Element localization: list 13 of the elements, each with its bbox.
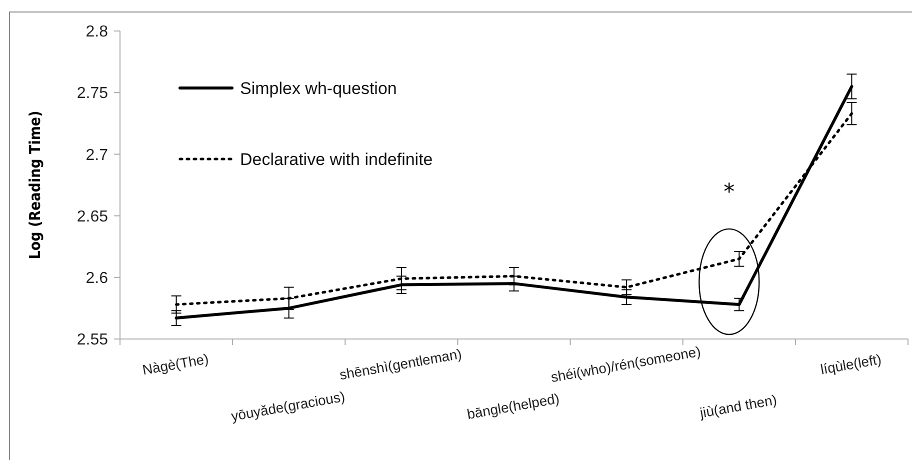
x-tick-label: jiù(and then) [698, 391, 778, 421]
y-tick-label: 2.8 [86, 24, 108, 41]
legend-label: Declarative with indefinite [240, 150, 433, 169]
y-tick-label: 2.65 [76, 208, 108, 226]
x-tick-label: líqùle(left) [819, 350, 883, 378]
annotation: * [724, 180, 735, 205]
y-tick-label: 2.55 [76, 332, 108, 349]
y-tick-label: 2.6 [86, 270, 108, 287]
x-tick-label: Nàgè(The) [141, 350, 210, 378]
legend-label: Simplex wh-question [240, 78, 397, 98]
y-tick-label: 2.75 [76, 85, 108, 102]
y-axis-title: Log (Reading Time) [26, 110, 44, 260]
y-tick-label: 2.7 [86, 146, 108, 164]
